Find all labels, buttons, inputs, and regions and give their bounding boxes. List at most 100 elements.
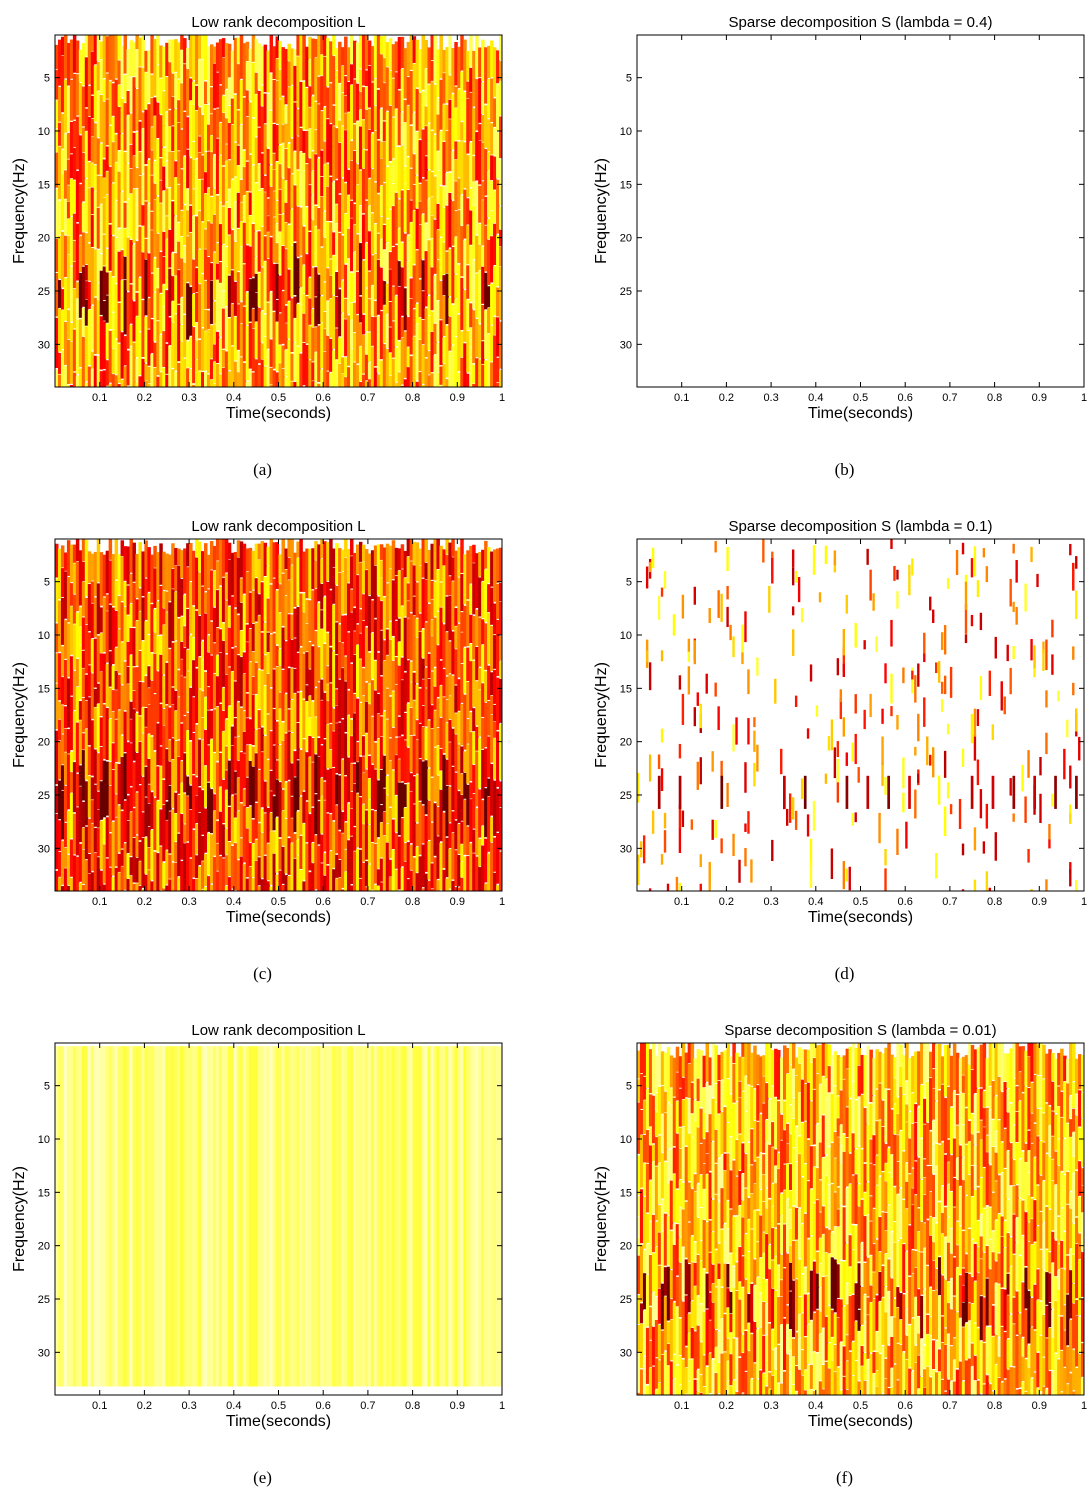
heatmap-cell <box>141 889 145 891</box>
heatmap-cell <box>955 1221 960 1245</box>
heatmap-cell <box>245 718 250 745</box>
heatmap-cell <box>490 672 494 696</box>
heatmap-cell <box>460 122 464 141</box>
heatmap-cell <box>1039 793 1042 823</box>
heatmap-cell <box>406 660 411 703</box>
heatmap-cell <box>183 156 187 204</box>
heatmap-cell <box>397 146 402 199</box>
heatmap-cell <box>236 37 241 64</box>
heatmap-cell <box>344 849 348 872</box>
heatmap-cell <box>433 747 437 802</box>
heatmap-cell <box>1048 839 1051 849</box>
y-tick-label: 20 <box>38 737 50 749</box>
heatmap-cell <box>451 151 455 200</box>
heatmap-cell <box>958 1226 963 1274</box>
heatmap-cell <box>765 1120 769 1142</box>
heatmap-cell <box>367 684 372 704</box>
heatmap-cell <box>114 610 119 647</box>
heatmap-cell <box>201 717 205 740</box>
heatmap-cell <box>762 1103 766 1153</box>
heatmap-cell <box>385 348 390 387</box>
heatmap-cell <box>373 769 378 810</box>
heatmap-cell <box>159 635 163 655</box>
heatmap-cell <box>699 1050 704 1107</box>
heatmap-cell <box>266 714 271 759</box>
heatmap-cell <box>215 138 220 194</box>
heatmap-cell <box>848 1235 853 1267</box>
heatmap-cell <box>370 82 375 133</box>
y-tick-label: 5 <box>44 577 50 589</box>
heatmap-cell <box>361 149 366 169</box>
heatmap-cell <box>296 760 300 811</box>
heatmap-cell <box>129 743 133 787</box>
heatmap-cell <box>215 821 220 843</box>
heatmap-cell <box>418 183 423 201</box>
heatmap-cell <box>269 539 274 584</box>
heatmap-cell <box>60 597 65 645</box>
heatmap-cell <box>777 1265 781 1297</box>
heatmap-cell <box>412 596 417 616</box>
heatmap-cell <box>753 1285 757 1321</box>
heatmap-cell <box>57 200 62 235</box>
heatmap-cell <box>63 706 68 729</box>
heatmap-cell <box>296 557 300 606</box>
heatmap-cell <box>403 861 408 891</box>
heatmap-cell <box>215 762 220 820</box>
heatmap-cell <box>278 345 282 363</box>
heatmap-cell <box>90 215 95 247</box>
heatmap-cell <box>788 1291 793 1330</box>
heatmap-cell <box>409 35 414 70</box>
heatmap-cell <box>153 367 157 387</box>
heatmap-cell <box>192 384 196 387</box>
heatmap-cell <box>320 834 324 863</box>
heatmap-cell <box>681 1043 686 1077</box>
heatmap-cell <box>236 777 241 811</box>
heatmap-cell <box>353 763 357 784</box>
heatmap-cell <box>958 1275 963 1318</box>
heatmap-cell <box>111 329 116 349</box>
heatmap-cell <box>994 1096 999 1131</box>
heatmap-cell <box>848 1267 853 1296</box>
heatmap-cell <box>329 222 333 259</box>
heatmap-cell <box>780 1280 784 1297</box>
heatmap-cell <box>120 556 125 602</box>
heatmap-cell <box>335 854 339 878</box>
heatmap-cell <box>681 1099 686 1127</box>
heatmap-cell <box>388 269 393 301</box>
heatmap-cell <box>863 1192 867 1216</box>
heatmap-cell <box>917 1355 921 1389</box>
heatmap-cell <box>174 372 178 387</box>
heatmap-cell <box>827 735 831 751</box>
heatmap-cell <box>845 1304 850 1335</box>
heatmap-cell <box>732 833 735 857</box>
heatmap-cell <box>308 231 312 277</box>
heatmap-cell <box>472 310 476 364</box>
x-tick-label: 0.9 <box>1032 896 1047 908</box>
heatmap-cell <box>487 307 491 334</box>
heatmap-cell <box>129 239 133 284</box>
heatmap-cell <box>490 695 494 715</box>
heatmap-cell <box>806 814 810 837</box>
heatmap-cell <box>824 1176 829 1227</box>
heatmap-cell <box>150 35 154 74</box>
heatmap-cell <box>926 1081 930 1122</box>
heatmap-cell <box>99 254 104 271</box>
heatmap-cell <box>744 1279 748 1330</box>
heatmap-cell <box>1069 869 1072 887</box>
heatmap-cell <box>881 1297 885 1345</box>
heatmap-cell <box>63 366 68 387</box>
heatmap-cell <box>367 704 372 755</box>
heatmap-cell <box>762 1174 766 1202</box>
heatmap-cell <box>382 183 387 224</box>
heatmap-cell <box>370 810 375 842</box>
heatmap-cell <box>96 283 101 300</box>
heatmap-cell <box>412 112 417 154</box>
heatmap-cell <box>481 892 484 934</box>
heatmap-cell <box>433 219 437 274</box>
heatmap-cell <box>382 835 387 891</box>
heatmap-cell <box>201 372 205 387</box>
heatmap-cell <box>299 593 303 646</box>
heatmap-cell <box>920 1376 924 1395</box>
heatmap-cell <box>866 775 870 809</box>
heatmap-cell <box>376 780 381 838</box>
